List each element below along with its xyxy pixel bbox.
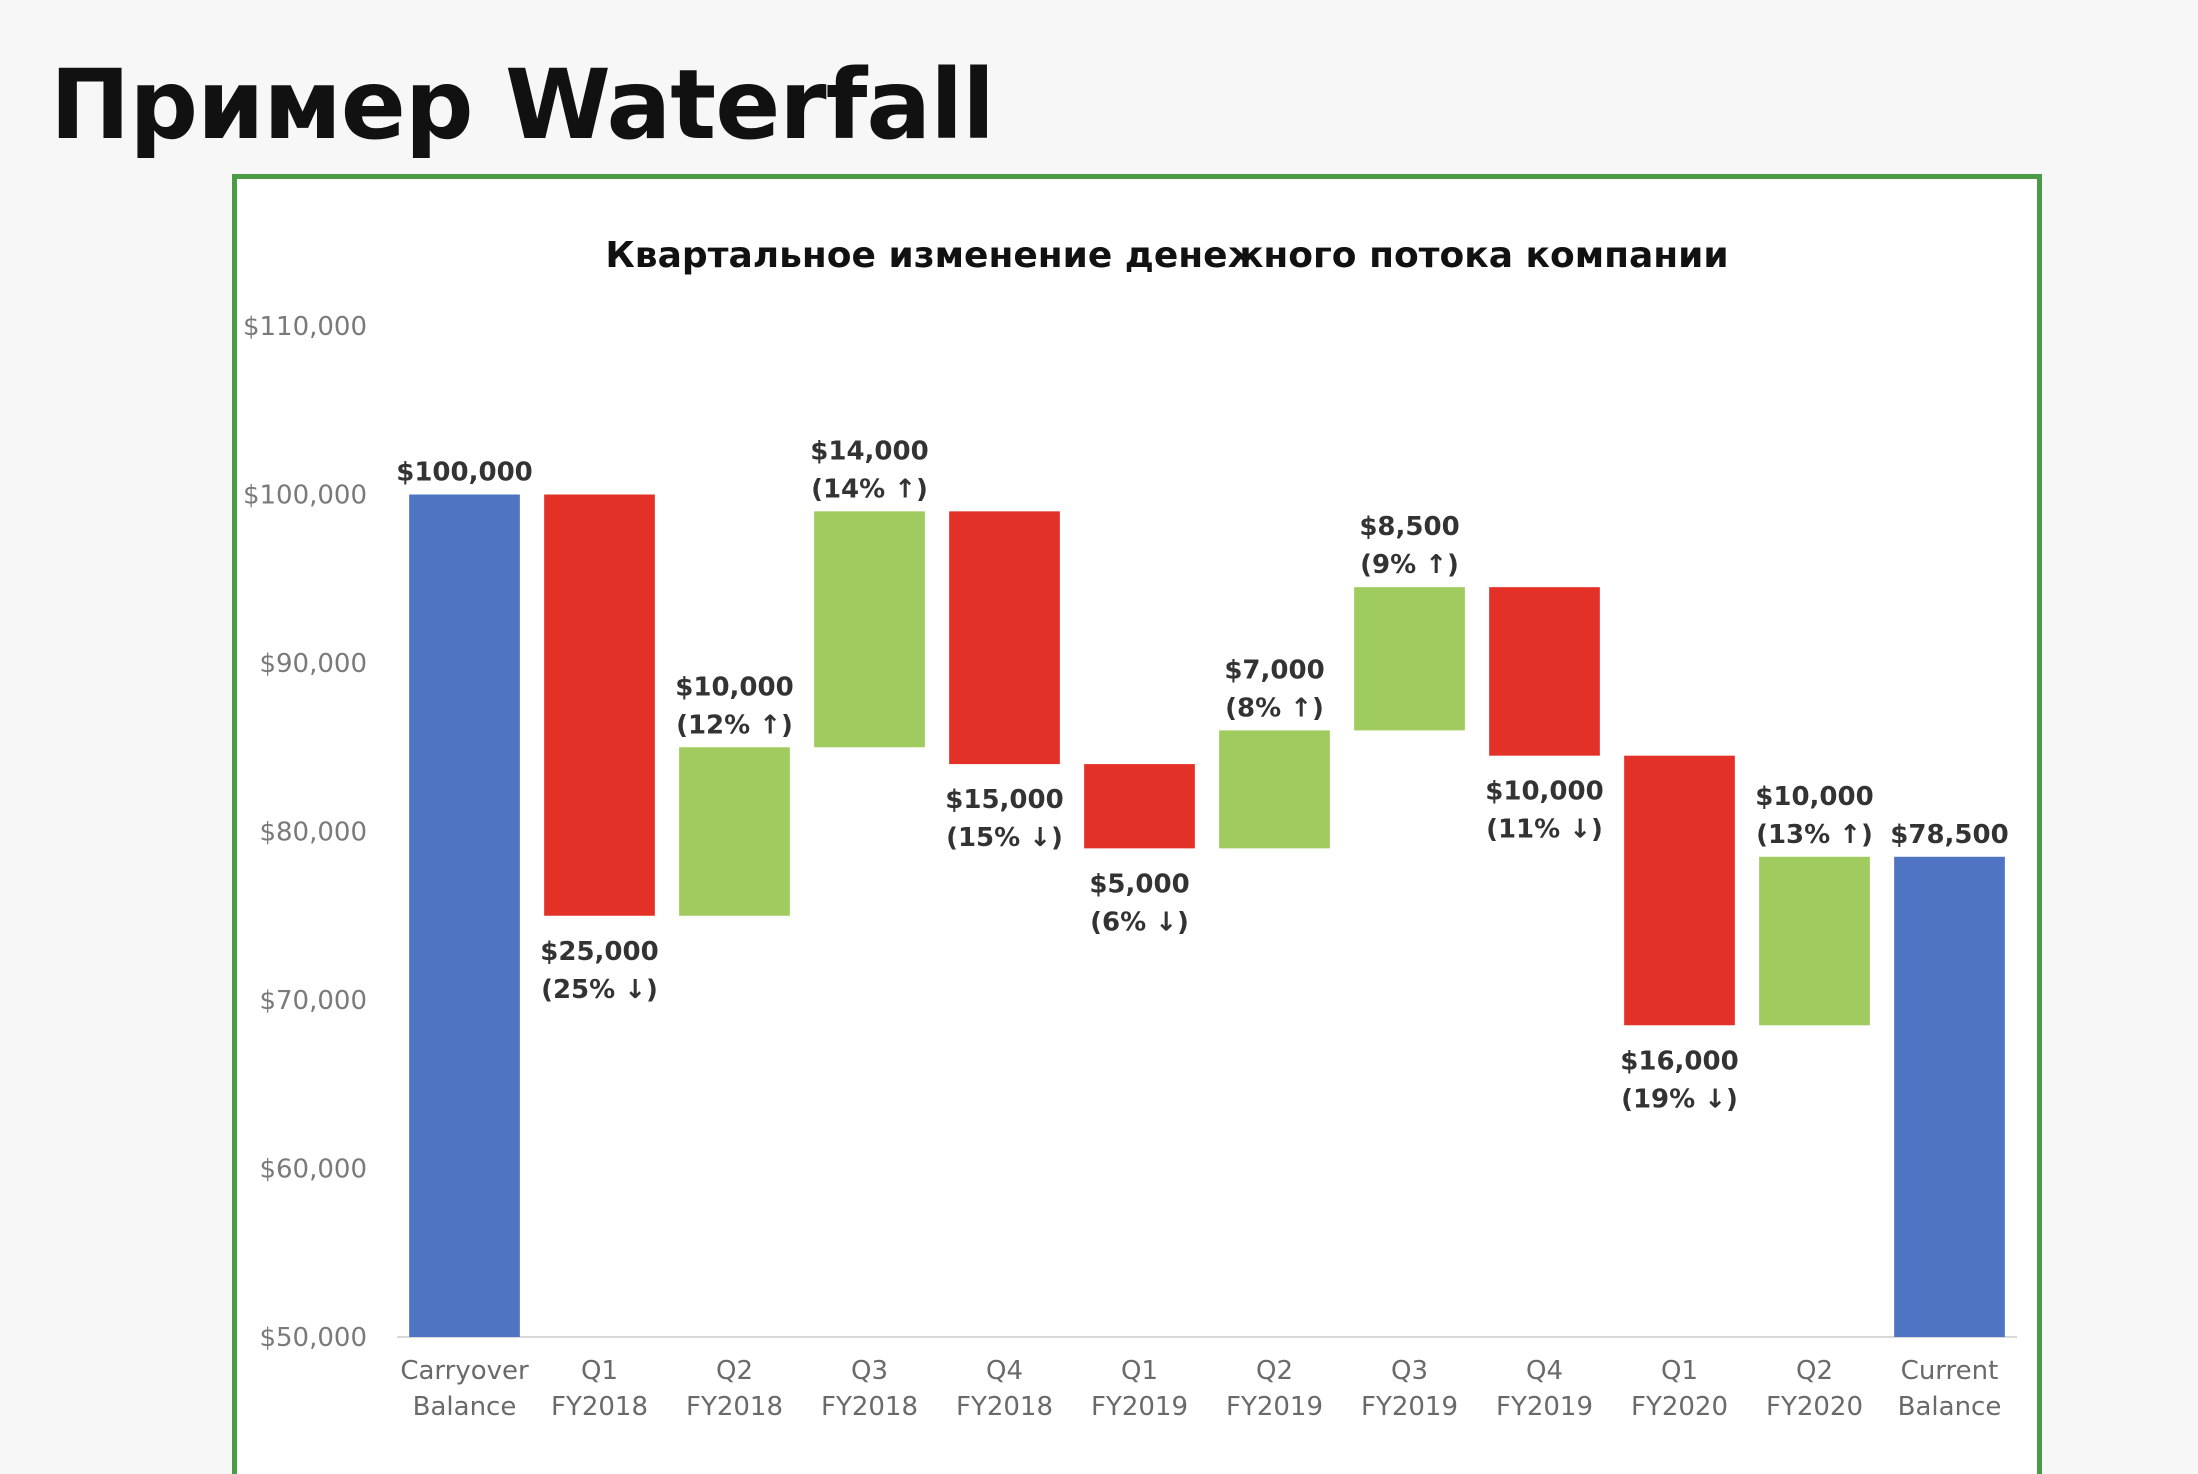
x-tick-label: Q4 [986,1356,1023,1386]
x-tick-label: Q2 [716,1356,753,1386]
data-label: $10,000 [1485,777,1603,807]
data-label: $16,000 [1620,1046,1738,1076]
data-label: (11% ↓) [1486,815,1603,845]
y-tick-label: $60,000 [259,1155,367,1185]
x-tick-label: Carryover [400,1356,529,1386]
x-tick-label: Q3 [1391,1356,1428,1386]
y-tick-label: $90,000 [259,649,367,679]
data-label: $14,000 [810,436,928,466]
data-label: (25% ↓) [541,975,658,1005]
y-axis: $50,000 $60,000 $70,000 $80,000 $90,000 $100,… [243,312,2017,1353]
y-tick-label: $80,000 [259,818,367,848]
data-label: (8% ↑) [1225,693,1324,723]
x-tick-label: Q1 [581,1356,618,1386]
data-label: (14% ↑) [811,474,928,504]
x-tick-label: Q1 [1121,1356,1158,1386]
bars [409,494,2005,1337]
x-tick-label: Current [1901,1356,1999,1386]
bar-decrease [544,494,655,916]
data-label: $100,000 [396,458,533,488]
x-tick-label: FY2019 [1091,1392,1188,1422]
y-tick-label: $50,000 [259,1323,367,1353]
bar-decrease [1624,755,1735,1026]
data-label: (15% ↓) [946,823,1063,853]
data-label: $15,000 [945,785,1063,815]
x-tick-label: Balance [1898,1392,2002,1422]
data-label: $25,000 [540,937,658,967]
x-tick-label: FY2018 [956,1392,1053,1422]
bar-increase [814,511,925,748]
data-labels: $100,000 $25,000 (25% ↓) $10,000 (12% ↑) $14,… [396,436,2008,1114]
data-label: $7,000 [1224,655,1324,685]
x-tick-label: FY2020 [1631,1392,1728,1422]
bar-decrease [1084,764,1195,849]
x-tick-label: Q2 [1256,1356,1293,1386]
x-tick-label: FY2018 [821,1392,918,1422]
bar-increase [1759,856,1870,1026]
x-tick-label: Q1 [1661,1356,1698,1386]
y-tick-label: $100,000 [243,481,367,511]
x-tick-label: FY2019 [1361,1392,1458,1422]
x-tick-label: Q3 [851,1356,888,1386]
data-label: (6% ↓) [1090,907,1189,937]
bar-increase [1219,730,1330,849]
data-label: $78,500 [1890,820,2008,850]
bar-total [409,494,520,1337]
waterfall-chart: Квартальное изменение денежного потока к… [243,235,2017,1422]
y-tick-label: $70,000 [259,986,367,1016]
data-label: $8,500 [1359,512,1459,542]
bar-decrease [949,511,1060,765]
data-label: $10,000 [675,672,793,702]
chart-title: Квартальное изменение денежного потока к… [605,235,1728,276]
x-tick-label: Q4 [1526,1356,1563,1386]
data-label: (19% ↓) [1621,1084,1738,1114]
data-label: (12% ↑) [676,710,793,740]
slide-title: Пример Waterfall [50,49,995,161]
bar-decrease [1489,587,1600,756]
bar-total [1894,856,2005,1337]
data-label: (13% ↑) [1756,820,1873,850]
bar-increase [1354,587,1465,731]
x-axis: Carryover Balance Q1 FY2018 Q2 FY2018 Q3 FY2018… [400,1356,2001,1422]
bar-increase [679,747,790,916]
x-tick-label: FY2018 [551,1392,648,1422]
y-tick-label: $110,000 [243,312,367,342]
x-tick-label: FY2018 [686,1392,783,1422]
x-tick-label: FY2019 [1226,1392,1323,1422]
x-tick-label: FY2019 [1496,1392,1593,1422]
data-label: $5,000 [1089,869,1189,899]
data-label: $10,000 [1755,782,1873,812]
data-label: (9% ↑) [1360,550,1459,580]
x-tick-label: FY2020 [1766,1392,1863,1422]
x-tick-label: Q2 [1796,1356,1833,1386]
chart-frame: Квартальное изменение денежного потока к… [232,174,2042,1474]
x-tick-label: Balance [413,1392,517,1422]
